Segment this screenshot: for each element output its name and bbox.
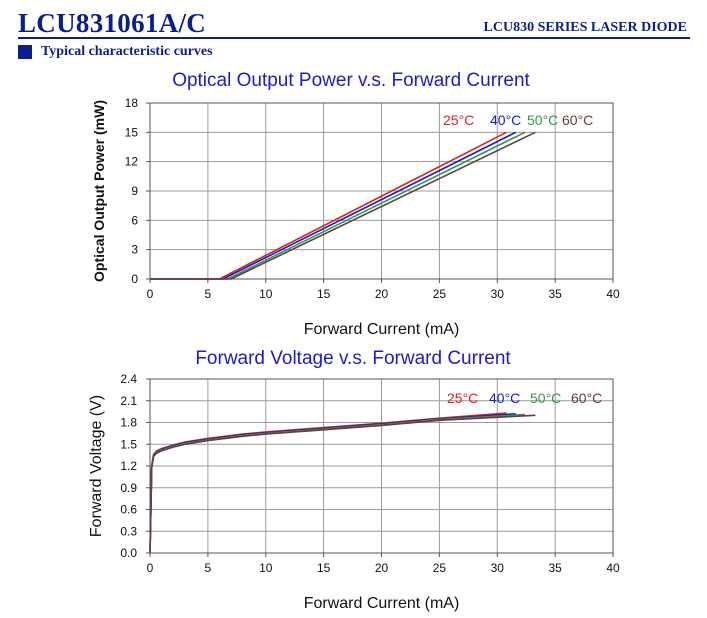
y-tick-label: 0.0 [120, 546, 137, 560]
section-heading: Typical characteristic curves [18, 44, 213, 60]
x-tick-label: 20 [375, 561, 389, 575]
series-line-1 [149, 412, 507, 554]
x-tick-label: 20 [375, 287, 389, 301]
x-tick-label: 35 [548, 561, 562, 575]
series-line-2 [150, 131, 517, 280]
x-tick-label: 10 [259, 561, 273, 575]
x-tick-label: 35 [548, 287, 562, 301]
series-line-3 [149, 413, 526, 554]
optical-power-chart: Optical Output Power v.s. Forward Curren… [91, 70, 620, 338]
x-axis-label: Forward Current (mA) [304, 595, 460, 612]
x-tick-label: 10 [259, 287, 273, 301]
series-line-1 [150, 131, 507, 280]
series-name: LCU830 SERIES LASER DIODE [483, 20, 687, 35]
y-tick-label: 0.6 [120, 503, 137, 517]
legend-entry-3: 50°C [527, 112, 558, 128]
x-tick-label: 0 [147, 561, 154, 575]
y-tick-label: 3 [131, 243, 138, 257]
series-line-4 [150, 131, 536, 280]
x-tick-label: 15 [317, 287, 331, 301]
y-tick-label: 0 [131, 272, 138, 286]
y-tick-label: 1.5 [120, 437, 137, 451]
chart-title: Forward Voltage v.s. Forward Current [195, 348, 511, 369]
part-number: LCU831061A/C [18, 8, 207, 38]
y-tick-label: 18 [125, 96, 139, 110]
x-tick-label: 25 [433, 561, 447, 575]
legend-entry-3: 50°C [530, 390, 561, 406]
legend-entry-2: 40°C [490, 112, 521, 128]
y-tick-label: 0.3 [120, 524, 137, 538]
bullet-square-icon [18, 45, 32, 59]
y-tick-label: 2.4 [120, 372, 137, 386]
legend-entry-1: 25°C [443, 112, 474, 128]
y-tick-label: 1.2 [120, 459, 137, 473]
x-tick-label: 40 [606, 561, 620, 575]
legend-entry-4: 60°C [562, 112, 593, 128]
x-tick-label: 40 [606, 287, 620, 301]
x-tick-label: 5 [205, 287, 212, 301]
x-tick-label: 25 [433, 287, 447, 301]
series-line-4 [149, 414, 536, 554]
y-axis-label: Forward Voltage (V) [88, 395, 105, 537]
forward-voltage-chart: Forward Voltage v.s. Forward Current 0 5 10… [88, 348, 620, 612]
legend-entry-2: 40°C [489, 390, 520, 406]
legend-entry-1: 25°C [447, 390, 478, 406]
legend-entry-4: 60°C [571, 390, 602, 406]
y-tick-label: 0.9 [120, 481, 137, 495]
series-line-3 [150, 131, 526, 280]
x-tick-label: 0 [147, 287, 154, 301]
y-tick-label: 2.1 [120, 394, 137, 408]
y-tick-label: 9 [131, 184, 138, 198]
section-title: Typical characteristic curves [41, 44, 213, 59]
page-header: LCU831061A/C LCU830 SERIES LASER DIODE [0, 0, 707, 40]
series-line-2 [149, 413, 516, 554]
y-tick-label: 1.8 [120, 416, 137, 430]
y-tick-label: 15 [125, 125, 139, 139]
header-rule [18, 37, 690, 39]
x-tick-label: 15 [317, 561, 331, 575]
y-tick-label: 12 [125, 155, 139, 169]
y-axis-label: Optical Output Power (mW) [91, 100, 107, 282]
x-tick-label: 30 [491, 287, 505, 301]
x-tick-label: 5 [205, 561, 212, 575]
y-tick-label: 6 [131, 213, 138, 227]
chart-title: Optical Output Power v.s. Forward Curren… [172, 70, 530, 91]
x-tick-label: 30 [491, 561, 505, 575]
x-axis-label: Forward Current (mA) [304, 321, 460, 338]
